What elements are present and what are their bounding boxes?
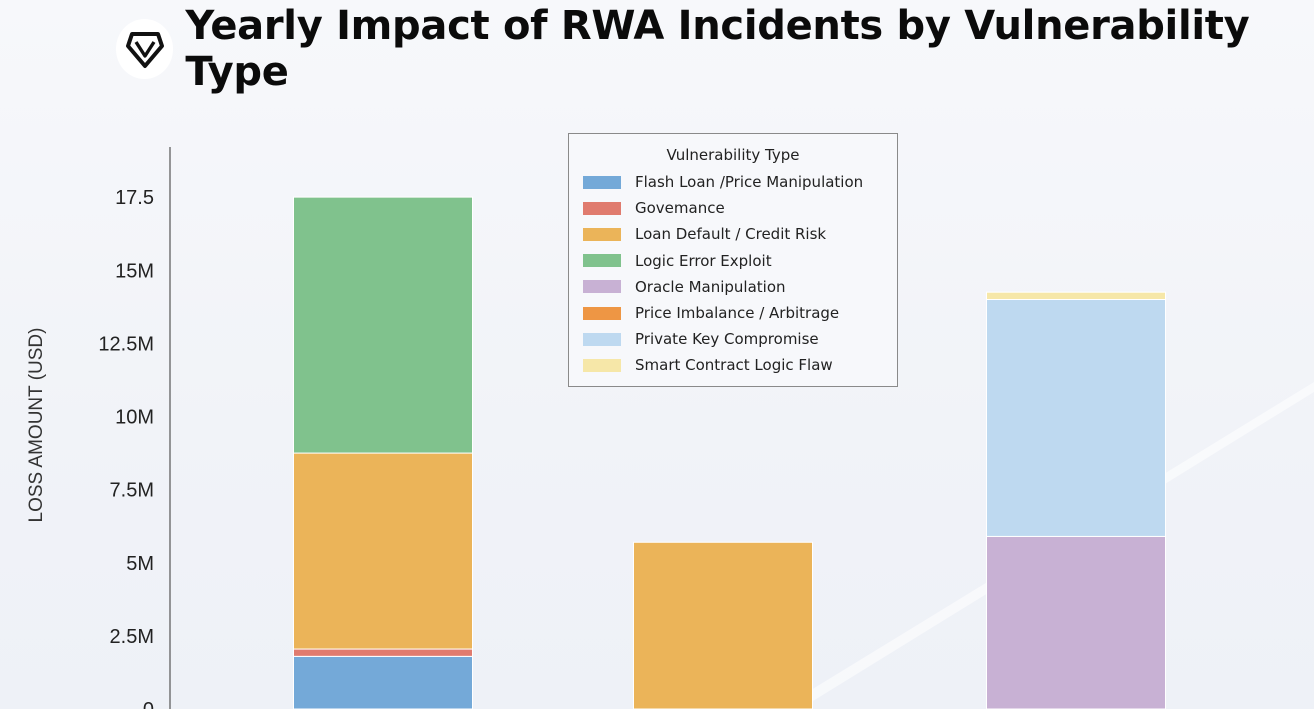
- y-axis-label: LOSS AMOUNT (USD): [26, 328, 47, 523]
- y-tick-label: 7.5M: [110, 480, 154, 502]
- bar-segment: [633, 541, 813, 709]
- legend-swatch: [583, 280, 621, 294]
- legend-item: Private Key Compromise: [569, 326, 897, 352]
- legend-label: Price Imbalance / Arbitrage: [635, 304, 840, 323]
- legend-swatch: [583, 175, 621, 189]
- legend-item: Loan Default / Credit Risk: [569, 221, 897, 247]
- bar-segment: [986, 291, 1166, 300]
- bar-segment: [293, 648, 473, 657]
- bar-segment: [986, 535, 1166, 709]
- y-tick-label: 0: [143, 699, 154, 709]
- legend-label: Smart Contract Logic Flaw: [635, 356, 833, 375]
- y-tick-label: 17.5: [115, 187, 154, 209]
- legend-swatch: [583, 254, 621, 268]
- y-axis-ticks: 0 2.5M 5M 7.5M 10M 12.5M 15M 17.5: [98, 187, 154, 709]
- legend-label: Private Key Compromise: [635, 330, 819, 349]
- legend-items: Flash Loan /Price Manipulation Govemance L…: [569, 169, 897, 379]
- y-tick-label: 5M: [126, 553, 154, 575]
- legend-swatch: [583, 227, 621, 241]
- y-tick-label: 2.5M: [110, 626, 154, 648]
- bars-layer: [293, 196, 1166, 709]
- legend-swatch: [583, 358, 621, 372]
- legend-item: Flash Loan /Price Manipulation: [569, 169, 897, 195]
- bar-segment: [293, 196, 473, 454]
- shield-logo-icon: [116, 19, 174, 79]
- legend-item: Logic Error Exploit: [569, 248, 897, 274]
- bar-segment: [293, 655, 473, 709]
- legend-item: Smart Contract Logic Flaw: [569, 352, 897, 378]
- bar-segment: [986, 299, 1166, 537]
- legend-item: Govemance: [569, 195, 897, 221]
- legend-swatch: [583, 306, 621, 320]
- legend-item: Price Imbalance / Arbitrage: [569, 300, 897, 326]
- legend-label: Govemance: [635, 199, 725, 218]
- bar-segment: [293, 452, 473, 650]
- chart-header: Yearly Impact of RWA Incidents by Vulner…: [116, 3, 1314, 95]
- y-tick-label: 10M: [115, 407, 154, 429]
- legend-label: Oracle Manipulation: [635, 277, 786, 296]
- chart-title: Yearly Impact of RWA Incidents by Vulner…: [185, 3, 1250, 95]
- legend: Vulnerability Type Flash Loan /Price Man…: [568, 133, 898, 387]
- y-tick-label: 12.5M: [98, 333, 154, 355]
- legend-item: Oracle Manipulation: [569, 274, 897, 300]
- legend-swatch: [583, 332, 621, 346]
- legend-label: Flash Loan /Price Manipulation: [635, 173, 864, 192]
- legend-label: Loan Default / Credit Risk: [635, 225, 827, 244]
- legend-title: Vulnerability Type: [666, 146, 800, 164]
- y-tick-label: 15M: [115, 260, 154, 282]
- legend-swatch: [583, 201, 621, 215]
- legend-label: Logic Error Exploit: [635, 251, 772, 270]
